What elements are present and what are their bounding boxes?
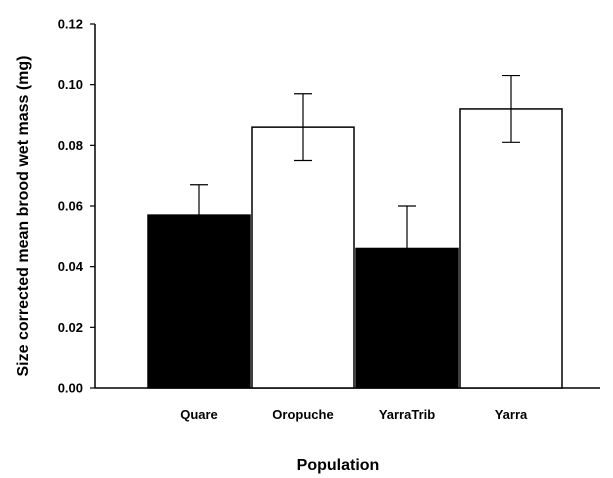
x-tick-label-yarra: Yarra bbox=[495, 407, 528, 422]
y-tick-label: 0.04 bbox=[58, 259, 84, 274]
error-bars bbox=[190, 74, 520, 292]
y-tick-label: 0.02 bbox=[58, 320, 83, 335]
bar-yarra bbox=[459, 108, 563, 389]
x-tick-label-yarratrib: YarraTrib bbox=[379, 407, 435, 422]
y-tick-label: 0.12 bbox=[58, 17, 83, 32]
category-labels: Quare Oropuche YarraTrib Yarra bbox=[180, 407, 528, 422]
y-tick-label: 0.10 bbox=[58, 77, 83, 92]
y-tick-label: 0.08 bbox=[58, 138, 83, 153]
x-tick-label-oropuche: Oropuche bbox=[272, 407, 333, 422]
y-axis: 0.00 0.02 0.04 0.06 0.08 0.10 0.12 bbox=[58, 17, 96, 396]
bar-oropuche bbox=[251, 126, 355, 389]
y-tick-label: 0.00 bbox=[58, 381, 83, 396]
y-tick-label: 0.06 bbox=[58, 199, 83, 214]
bars bbox=[147, 108, 563, 389]
y-axis-title: Size corrected mean brood wet mass (mg) bbox=[15, 56, 32, 377]
x-tick-label-quare: Quare bbox=[180, 407, 218, 422]
x-axis-title: Population bbox=[297, 457, 380, 474]
